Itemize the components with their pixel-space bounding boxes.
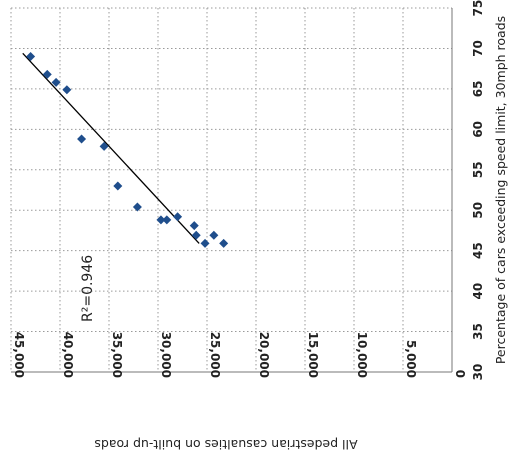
data-point bbox=[156, 215, 166, 225]
y-tick-label: 70 bbox=[471, 40, 485, 57]
x-tick-label: 35,000 bbox=[110, 332, 124, 378]
plot-area bbox=[11, 8, 452, 372]
y-tick-label: 65 bbox=[471, 81, 485, 98]
data-point bbox=[99, 141, 109, 151]
x-tick-label: 30,000 bbox=[159, 332, 173, 378]
data-point bbox=[162, 215, 172, 225]
x-tick-labels: 45,000 40,000 35,000 30,000 25,000 20,000 15,0… bbox=[12, 332, 467, 378]
data-point bbox=[42, 69, 52, 79]
x-tick-label: 5,000 bbox=[404, 340, 418, 378]
data-point bbox=[77, 134, 87, 144]
y-tick-label: 45 bbox=[471, 242, 485, 259]
y-tick-label: 40 bbox=[471, 283, 485, 300]
data-point bbox=[173, 212, 183, 222]
x-tick-label: 40,000 bbox=[61, 332, 75, 378]
data-point bbox=[191, 230, 201, 240]
data-point bbox=[189, 221, 199, 231]
x-tick-label: 45,000 bbox=[12, 332, 26, 378]
data-point bbox=[26, 52, 36, 62]
data-point bbox=[132, 202, 142, 212]
data-point bbox=[113, 181, 123, 191]
y-tick-label: 75 bbox=[471, 0, 485, 16]
data-point bbox=[209, 230, 219, 240]
y-tick-label: 35 bbox=[471, 323, 485, 340]
x-tick-label: 0 bbox=[453, 370, 467, 378]
r-squared-annotation: R²=0.946 bbox=[80, 255, 96, 322]
data-point bbox=[51, 77, 61, 87]
y-tick-label: 60 bbox=[471, 121, 485, 138]
x-tick-label: 20,000 bbox=[257, 332, 271, 378]
y-tick-labels: 30 35 40 45 50 55 60 65 70 75 bbox=[471, 0, 485, 380]
grid bbox=[10, 7, 452, 372]
data-points bbox=[26, 52, 229, 248]
x-tick-label: 25,000 bbox=[208, 332, 222, 378]
x-tick-label: 10,000 bbox=[355, 332, 369, 378]
y-tick-label: 30 bbox=[471, 364, 485, 381]
trendline bbox=[22, 52, 200, 244]
y-tick-label: 55 bbox=[471, 161, 485, 178]
data-point bbox=[219, 238, 229, 248]
x-axis-title: All pedestrian casualties on built-up ro… bbox=[94, 437, 357, 452]
data-point bbox=[200, 238, 210, 248]
y-axis-title: Percentage of cars exceeding speed limit… bbox=[493, 16, 508, 364]
data-point bbox=[62, 85, 72, 95]
y-tick-label: 50 bbox=[471, 202, 485, 219]
x-tick-label: 15,000 bbox=[306, 332, 320, 378]
